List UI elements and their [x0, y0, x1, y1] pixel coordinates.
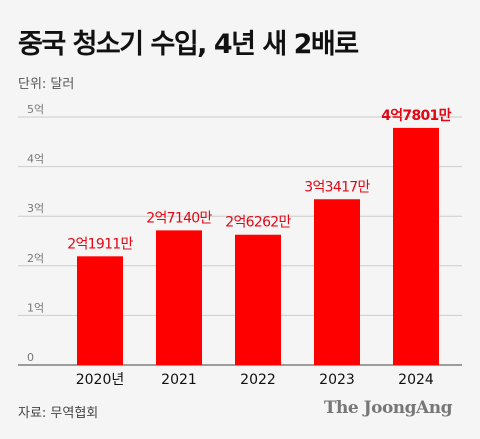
bar	[235, 234, 281, 365]
x-tick-label: 2021	[161, 372, 197, 388]
bar	[393, 127, 439, 365]
x-tick-label: 2020년	[76, 372, 125, 388]
bar	[156, 230, 202, 365]
source-note: 자료: 무역협회	[18, 406, 99, 421]
y-tick-label: 3억	[27, 202, 44, 215]
bars	[77, 127, 439, 365]
y-tick-label: 4억	[27, 153, 44, 166]
y-tick-label: 0	[27, 351, 34, 364]
y-tick-label: 2억	[27, 252, 44, 265]
y-tick-label: 5억	[27, 103, 44, 116]
data-labels: 2억1911만 2억7140만 2억6262만 3억3417만 4억7801만	[67, 108, 452, 252]
data-label: 2억1911만	[67, 236, 133, 252]
x-axis-ticks: 2020년 2021 2022 2023 2024	[76, 372, 434, 388]
chart-title: 중국 청소기 수입, 4년 새 2배로	[18, 29, 359, 60]
x-tick-label: 2023	[319, 372, 355, 388]
x-tick-label: 2024	[398, 372, 434, 388]
bar	[314, 199, 360, 365]
brand-logo: The JoongAng	[323, 398, 453, 418]
data-label: 4억7801만	[381, 108, 451, 124]
data-label: 2억7140만	[146, 210, 212, 226]
y-axis-ticks: 0 1억 2억 3억 4억 5억	[27, 103, 44, 364]
data-label: 3억3417만	[304, 179, 370, 195]
y-tick-label: 1억	[27, 301, 44, 314]
x-tick-label: 2022	[240, 372, 276, 388]
bar	[77, 256, 123, 365]
data-label: 2억6262만	[225, 215, 291, 231]
unit-label: 단위: 달러	[18, 77, 75, 92]
